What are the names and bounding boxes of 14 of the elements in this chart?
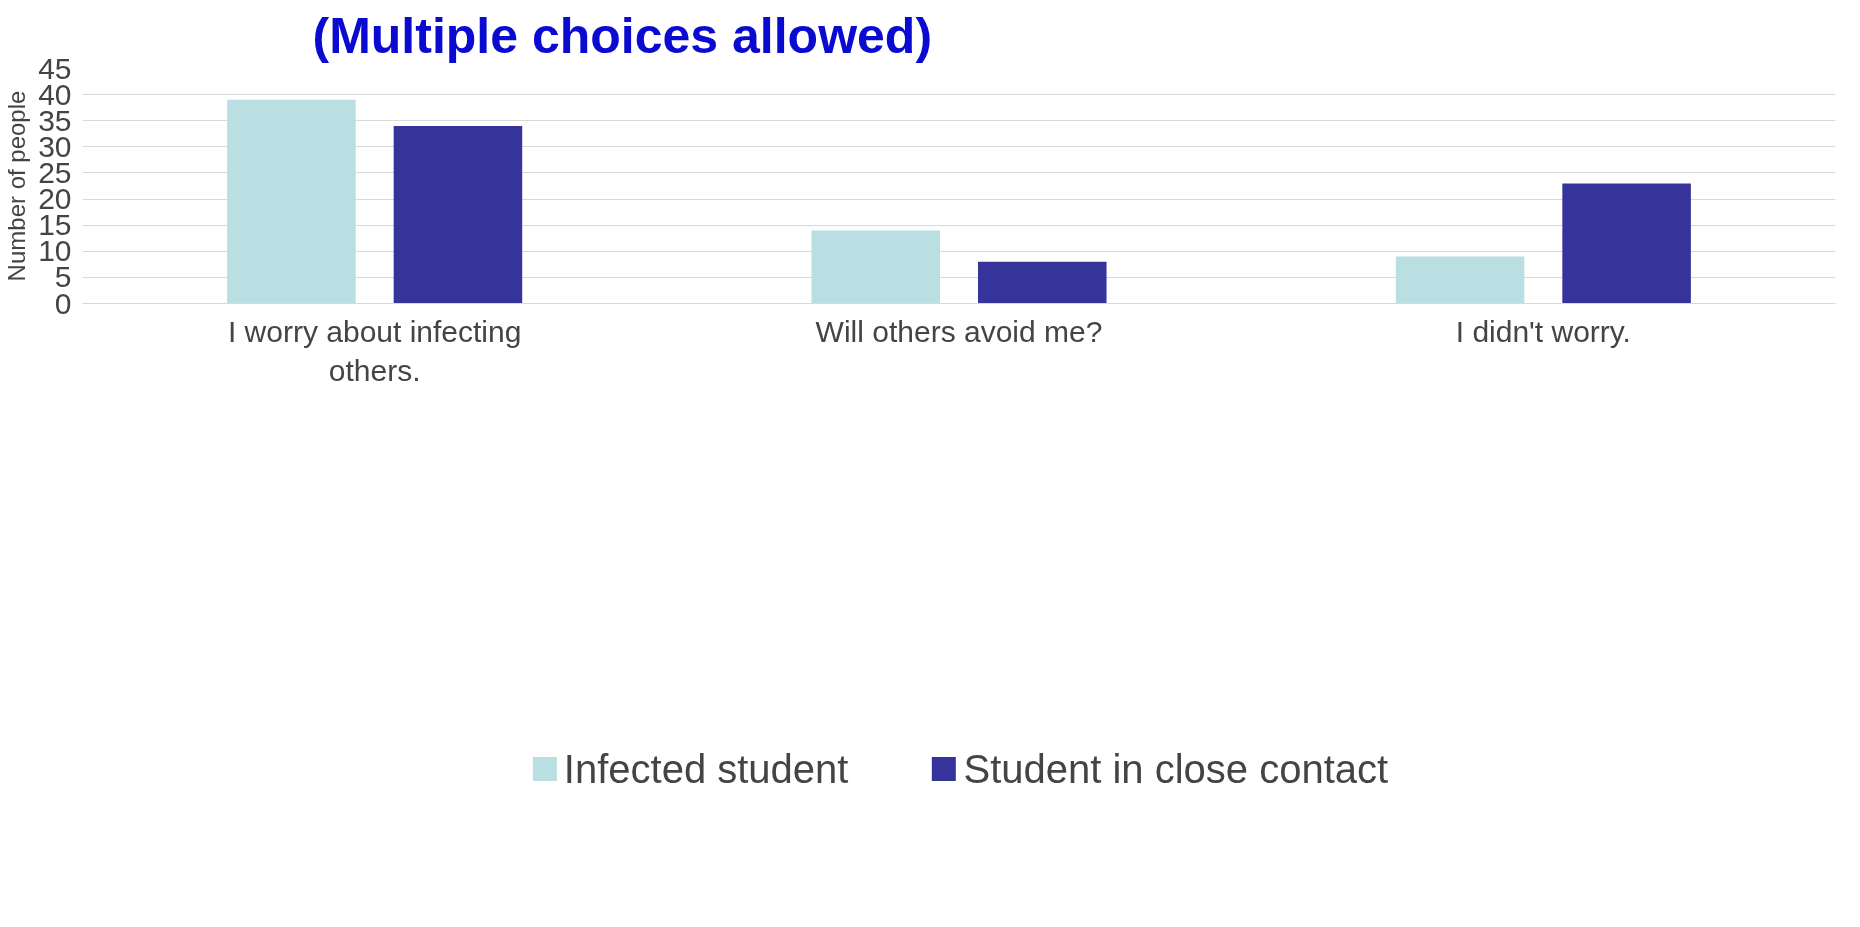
x-tick-label: I didn't worry. (1455, 314, 1631, 348)
y-axis-title: Number of people (3, 90, 31, 282)
bar (977, 261, 1107, 304)
bar (811, 230, 941, 304)
legend-label: Student in close contact (963, 746, 1389, 792)
legend-label: Infected student (563, 746, 849, 792)
bar (1395, 256, 1525, 304)
y-tick-label: 45 (38, 51, 72, 85)
chart-title: (Multiple choices allowed) (312, 7, 933, 64)
bar (227, 99, 356, 304)
x-tick-label: Will others avoid me? (815, 314, 1103, 348)
x-tick-label: I worry about infecting others. (227, 314, 522, 388)
bar (393, 125, 523, 304)
bar (1562, 183, 1691, 304)
